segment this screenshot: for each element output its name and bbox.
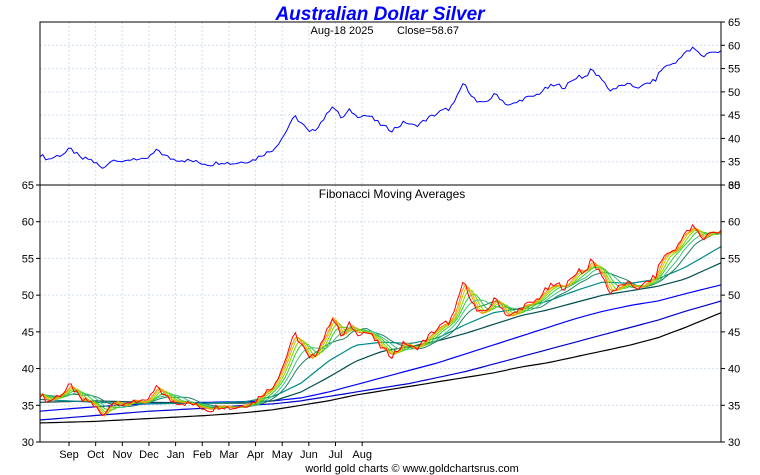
top-panel-series [39, 46, 722, 169]
y-tick-label-left: 60 [22, 217, 34, 229]
top-panel-grid [40, 22, 721, 185]
x-tick-label: Jan [167, 449, 185, 461]
y-tick-label: 30 [728, 437, 740, 449]
y-tick-label: 55 [728, 64, 740, 76]
y-tick-label: 45 [728, 327, 740, 339]
ma-line-ma-13 [39, 231, 722, 411]
y-tick-label: 65 [728, 180, 740, 192]
x-tick-label: Apr [247, 449, 264, 461]
y-tick-label: 65 [728, 17, 740, 29]
y-tick-label-left: 40 [22, 364, 34, 376]
y-tick-label: 40 [728, 133, 740, 145]
chart-title: Australian Dollar Silver [274, 4, 486, 25]
bottom-panel-y-axis: 30 30 35 35 40 40 45 45 50 50 55 55 60 60 65 65 [22, 180, 741, 449]
y-tick-label-left: 45 [22, 327, 34, 339]
price-line-lower [39, 223, 722, 417]
y-tick-label-left: 65 [22, 180, 34, 192]
y-tick-label: 55 [728, 253, 740, 265]
y-tick-label: 35 [728, 400, 740, 412]
x-tick-label: May [272, 449, 293, 461]
chart-subtitle-date: Aug-18 2025 [311, 25, 374, 37]
ma-line-ma-377 [39, 312, 722, 424]
lower-panel-title: Fibonacci Moving Averages [319, 187, 466, 201]
bottom-panel-grid [40, 185, 721, 442]
y-tick-label: 50 [728, 87, 740, 99]
x-tick-label: Aug [352, 449, 372, 461]
y-tick-label-left: 35 [22, 400, 34, 412]
y-tick-label-left: 55 [22, 253, 34, 265]
y-tick-label: 45 [728, 110, 740, 122]
y-tick-label: 40 [728, 364, 740, 376]
ma-line-ma-3 [39, 227, 722, 417]
ma-line-ma-233 [39, 300, 722, 421]
footer-credit: world gold charts © www.goldchartsrus.co… [304, 463, 519, 475]
bottom-panel-series [39, 223, 722, 424]
x-tick-label: Feb [193, 449, 212, 461]
price-line [39, 46, 722, 169]
y-tick-label: 50 [728, 290, 740, 302]
chart-subtitle-close: Close=58.67 [397, 25, 459, 37]
x-tick-label: Sep [59, 449, 79, 461]
y-tick-label-left: 50 [22, 290, 34, 302]
x-tick-label: Jul [328, 449, 342, 461]
ma-line-ma-8 [39, 229, 722, 413]
bottom-panel-frame [39, 184, 722, 443]
y-tick-label: 60 [728, 217, 740, 229]
x-tick-label: Mar [219, 449, 238, 461]
y-tick-label-left: 30 [22, 437, 34, 449]
x-axis: Sep Oct Nov Dec Jan Feb Mar Apr May Jun Jul Aug [59, 442, 372, 461]
ma-line-ma-89 [39, 262, 722, 404]
y-tick-label: 35 [728, 157, 740, 169]
x-tick-label: Dec [139, 449, 159, 461]
ma-line-ma-5 [39, 228, 722, 415]
x-tick-label: Nov [113, 449, 133, 461]
y-tick-label: 30 [728, 180, 740, 192]
y-tick-label: 60 [728, 40, 740, 52]
x-tick-label: Oct [87, 449, 104, 461]
x-tick-label: Jun [300, 449, 318, 461]
top-panel-y-axis: 30 35 40 45 50 55 60 65 [721, 17, 740, 192]
